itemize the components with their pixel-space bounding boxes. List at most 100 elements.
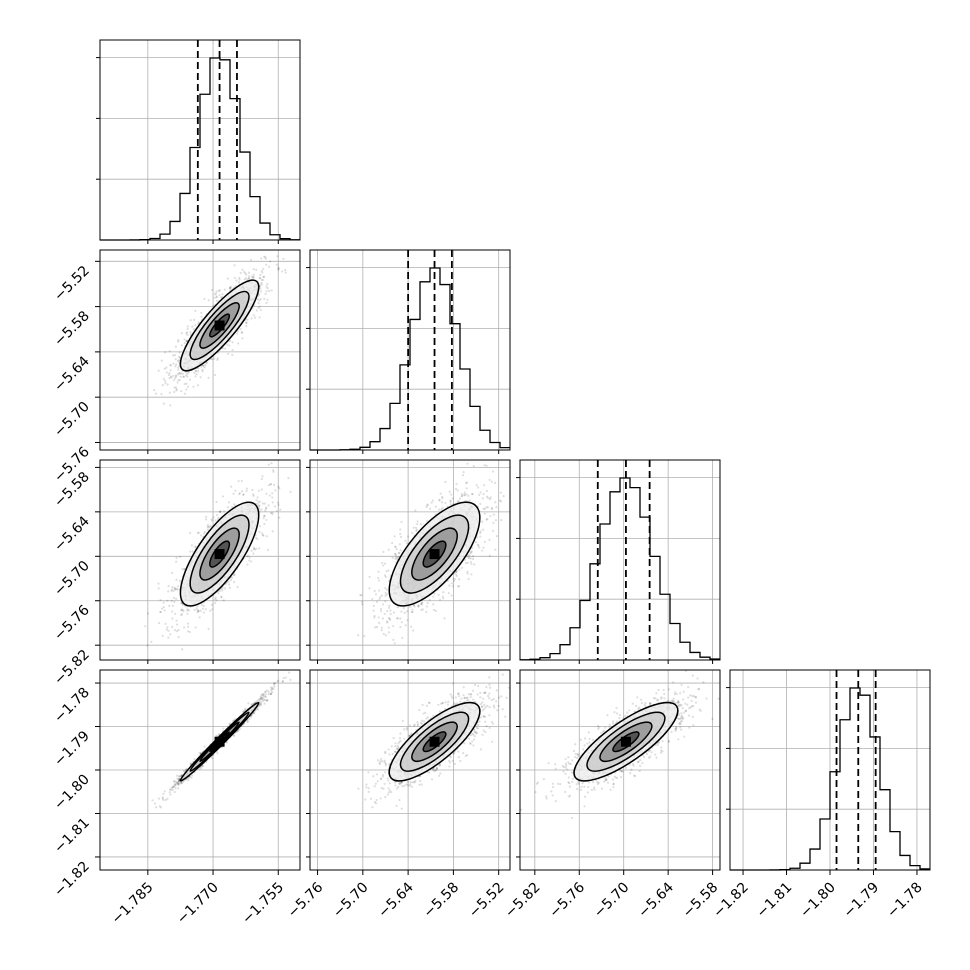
sample-point	[229, 285, 232, 288]
sample-point	[248, 556, 251, 559]
sample-point	[181, 608, 184, 612]
sample-point	[498, 499, 502, 502]
sample-point	[466, 572, 469, 575]
sample-point	[193, 758, 196, 761]
sample-point	[252, 267, 255, 271]
sample-point	[166, 626, 169, 629]
sample-point	[163, 609, 166, 612]
sample-point	[196, 370, 200, 373]
sample-point	[168, 391, 171, 394]
sample-point	[174, 365, 177, 368]
sample-point	[380, 594, 383, 597]
sample-point	[208, 525, 211, 528]
sample-point	[180, 781, 183, 784]
hist-panel-2	[516, 459, 721, 661]
sample-point	[169, 363, 172, 366]
sample-point	[174, 375, 178, 378]
sample-point	[230, 576, 234, 579]
sample-point	[420, 603, 423, 606]
sample-point	[373, 589, 376, 593]
sample-point	[399, 625, 402, 629]
sample-point	[175, 388, 179, 391]
sample-point	[464, 481, 468, 485]
sample-point	[166, 797, 169, 800]
sample-point	[186, 385, 190, 388]
sample-point	[396, 556, 399, 559]
sample-point	[222, 599, 225, 602]
sample-point	[200, 603, 204, 607]
sample-point	[176, 381, 179, 384]
sample-point	[231, 341, 234, 344]
sample-point	[250, 560, 253, 563]
sample-point	[245, 487, 249, 490]
sample-point	[162, 601, 165, 604]
sample-point	[410, 625, 413, 628]
sample-point	[252, 546, 256, 549]
sample-point	[125, 663, 127, 665]
sample-point	[260, 283, 263, 286]
sample-point	[157, 582, 160, 585]
sample-point	[183, 341, 186, 345]
sample-point	[448, 490, 451, 493]
sample-point	[432, 608, 436, 612]
sample-point	[386, 621, 389, 624]
sample-point	[196, 611, 199, 614]
sample-point	[275, 509, 278, 513]
sample-point	[384, 586, 387, 590]
sample-point	[194, 324, 197, 327]
sample-point	[502, 495, 505, 498]
sample-point	[262, 534, 265, 537]
sample-point	[177, 355, 181, 358]
sample-point	[396, 617, 399, 620]
sample-point	[247, 277, 250, 281]
sample-point	[373, 616, 376, 619]
sample-point	[411, 531, 414, 535]
sample-point	[167, 373, 170, 377]
sample-point	[179, 375, 182, 378]
sample-point	[479, 535, 482, 538]
sample-point	[251, 488, 254, 492]
sample-point	[266, 689, 269, 692]
sample-point	[264, 690, 267, 693]
sample-point	[227, 344, 231, 347]
sample-point	[395, 556, 398, 560]
sample-point	[216, 358, 219, 361]
sample-point	[180, 344, 183, 347]
sample-point	[281, 679, 285, 683]
sample-point	[189, 762, 192, 765]
sample-point	[188, 531, 192, 534]
sample-point	[384, 634, 388, 637]
sample-point	[176, 774, 179, 777]
sample-point	[186, 612, 189, 615]
sample-point	[272, 687, 275, 691]
sample-point	[472, 464, 475, 468]
sample-point	[274, 505, 277, 508]
sample-point	[215, 734, 218, 737]
sample-point	[493, 481, 497, 485]
sample-point	[251, 275, 254, 278]
sample-point	[175, 597, 178, 600]
sample-point	[481, 497, 484, 500]
sample-point	[187, 779, 190, 782]
sample-point	[175, 780, 178, 783]
sample-point	[377, 616, 380, 619]
sample-point	[196, 384, 200, 387]
sample-point	[487, 496, 490, 500]
sample-point	[218, 289, 221, 292]
sample-point	[378, 621, 381, 625]
sample-point	[187, 609, 190, 612]
sample-point	[223, 288, 226, 291]
sample-point	[371, 597, 374, 601]
sample-point	[476, 543, 480, 546]
sample-point	[175, 619, 178, 622]
sample-point	[261, 278, 265, 282]
sample-point	[214, 601, 217, 605]
sample-point	[393, 552, 397, 555]
sample-point	[220, 595, 223, 598]
sample-point	[431, 499, 435, 502]
sample-point	[197, 367, 200, 370]
sample-point	[450, 582, 453, 585]
sample-point	[249, 258, 253, 261]
sample-point	[494, 548, 497, 551]
